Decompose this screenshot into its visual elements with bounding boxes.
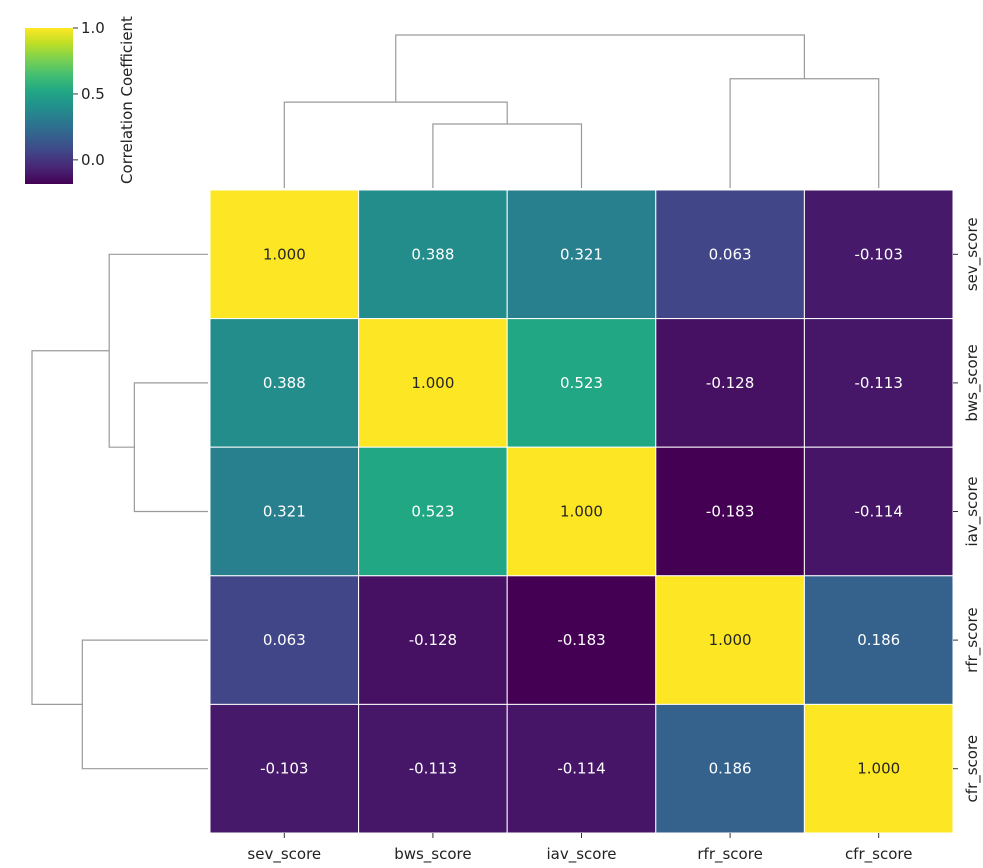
row-dendrogram-link-3: [31, 350, 110, 705]
cell-value-label-r1-c2: 0.523: [560, 374, 603, 392]
cell-value-label-r2-c0: 0.321: [263, 503, 306, 521]
heatmap-cell-r1-c3: [655, 318, 805, 448]
x-tick-label-2: iav_score: [546, 845, 616, 864]
column-dendrogram-link-0: [432, 123, 583, 188]
cell-value-label-r2-c1: 0.523: [411, 503, 454, 521]
y-tick-label-3: rfr_score: [963, 607, 982, 672]
colorbar-tick-label-1: 0.5: [81, 85, 105, 103]
heatmap-cell-r2-c2: [506, 446, 657, 577]
cell-value-label-r2-c3: -0.183: [706, 503, 754, 521]
cell-value-label-r1-c1: 1.000: [411, 374, 454, 392]
cell-value-label-r3-c4: 0.186: [857, 631, 900, 649]
cell-value-label-r0-c1: 0.388: [411, 245, 454, 263]
cell-value-label-r4-c2: -0.114: [557, 760, 605, 778]
heatmap-cell-r2-c1: [358, 446, 508, 577]
cell-value-label-r4-c4: 1.000: [857, 760, 900, 778]
heatmap-grid: 1.000 0.388 0.321 0.063 -0.103 0.388 1.000 0.52…: [209, 189, 954, 834]
heatmap-cell-r4-c0: [209, 703, 360, 834]
cell-value-label-r3-c3: 1.000: [709, 631, 752, 649]
heatmap-cell-r3-c2: [506, 575, 657, 705]
row-dendrogram-link-2: [108, 253, 208, 448]
cell-value-label-r1-c0: 0.388: [263, 374, 306, 392]
colorbar-label: Correlation Coefficient: [118, 16, 136, 184]
cell-value-label-r3-c1: -0.128: [409, 631, 457, 649]
heatmap-cell-r1-c4: [803, 318, 954, 448]
cell-value-label-r4-c1: -0.113: [409, 760, 457, 778]
y-axis-tick-labels: sev_score bws_score iav_score rfr_score cfr_…: [953, 217, 982, 802]
heatmap-cell-r2-c3: [655, 446, 805, 577]
colorbar-tick-label-2: 0.0: [81, 151, 105, 169]
y-tick-label-4: cfr_score: [963, 735, 982, 803]
cell-value-label-r0-c0: 1.000: [263, 245, 306, 263]
row-dendrogram-link-0: [133, 382, 208, 513]
heatmap-cell-r2-c4: [803, 446, 954, 577]
cell-value-label-r3-c2: -0.183: [557, 631, 605, 649]
heatmap-cell-r3-c1: [358, 575, 508, 705]
cell-value-label-r4-c0: -0.103: [260, 760, 308, 778]
cell-value-label-r0-c2: 0.321: [560, 245, 603, 263]
heatmap-cell-r4-c1: [358, 703, 508, 834]
x-tick-label-3: rfr_score: [697, 845, 762, 864]
y-tick-label-2: iav_score: [963, 476, 982, 546]
row-dendrogram: [31, 253, 208, 770]
colorbar-gradient: [25, 28, 73, 184]
heatmap-cell-r3-c4: [803, 575, 954, 705]
x-tick-label-4: cfr_score: [845, 845, 913, 864]
cell-value-label-r3-c0: 0.063: [263, 631, 306, 649]
column-dendrogram-link-1: [729, 78, 880, 188]
x-tick-label-1: bws_score: [394, 845, 471, 864]
heatmap-cell-r4-c4: [803, 703, 954, 834]
heatmap-cell-r4-c2: [506, 703, 657, 834]
column-dendrogram-link-2: [283, 101, 508, 188]
heatmap-cell-r3-c0: [209, 575, 360, 705]
cell-value-label-r0-c4: -0.103: [855, 245, 903, 263]
heatmap-cell-r4-c3: [655, 703, 805, 834]
heatmap-cell-r0-c3: [655, 189, 805, 320]
column-dendrogram: [283, 34, 880, 188]
cell-value-label-r1-c3: -0.128: [706, 374, 754, 392]
y-tick-label-0: sev_score: [963, 217, 982, 291]
cell-value-label-r2-c2: 1.000: [560, 503, 603, 521]
column-dendrogram-link-3: [395, 34, 805, 103]
heatmap-cell-r3-c3: [655, 575, 805, 705]
row-dendrogram-link-1: [81, 639, 208, 770]
x-tick-label-0: sev_score: [247, 845, 321, 864]
heatmap-cell-r1-c2: [506, 318, 657, 448]
cell-value-label-r1-c4: -0.113: [855, 374, 903, 392]
heatmap-cell-r1-c1: [358, 318, 508, 448]
heatmap-cell-r0-c1: [358, 189, 508, 320]
heatmap-cell-r0-c2: [506, 189, 657, 320]
colorbar-tick-label-0: 1.0: [81, 19, 105, 37]
y-tick-label-1: bws_score: [963, 344, 982, 421]
heatmap-cell-r0-c0: [209, 189, 360, 320]
cell-value-label-r2-c4: -0.114: [855, 503, 903, 521]
cell-value-label-r4-c3: 0.186: [709, 760, 752, 778]
colorbar: 1.0 0.5 0.0 Correlation Coefficient: [25, 16, 136, 184]
x-axis-tick-labels: sev_score bws_score iav_score rfr_score cfr_…: [247, 833, 912, 864]
cell-value-label-r0-c3: 0.063: [709, 245, 752, 263]
